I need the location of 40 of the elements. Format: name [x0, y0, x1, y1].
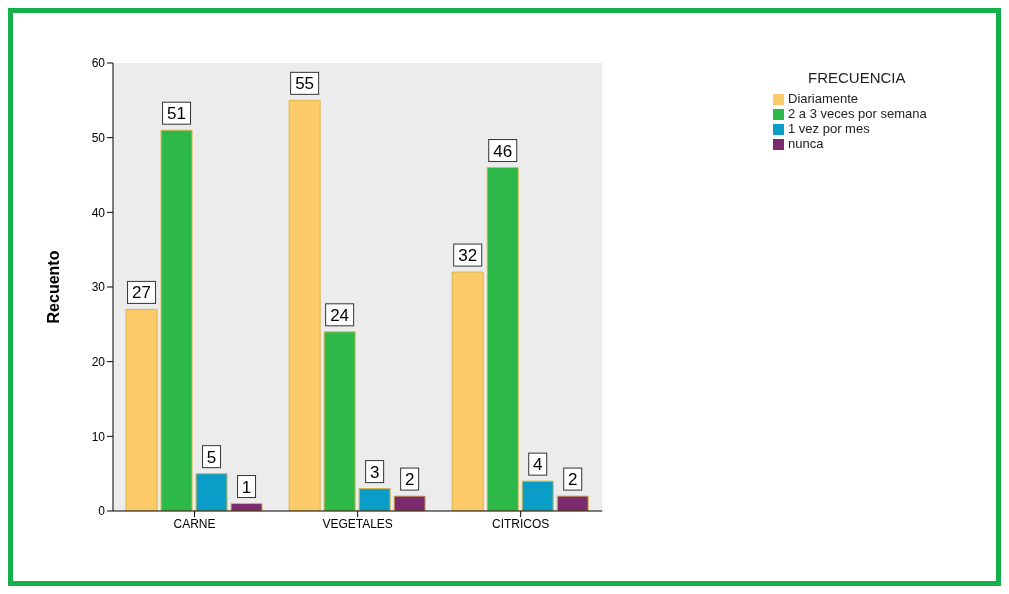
data-label: 3: [369, 462, 380, 482]
legend-label: 1 vez por mes: [788, 121, 870, 136]
y-tick-label: 50: [91, 130, 106, 145]
bar: [125, 308, 158, 511]
data-label: 51: [167, 104, 187, 124]
x-tick-label: CITRICOS: [492, 516, 550, 531]
y-tick-label: 30: [91, 280, 106, 295]
data-label: 27: [132, 283, 152, 303]
bar: [556, 495, 589, 511]
bar: [160, 129, 193, 511]
bar: [486, 167, 519, 511]
legend-title: FRECUENCIA: [808, 69, 906, 86]
data-label: 5: [206, 447, 217, 467]
data-label: 4: [532, 455, 543, 475]
data-label: 2: [567, 470, 578, 490]
bar: [195, 473, 228, 511]
data-label: 55: [295, 74, 315, 94]
data-label: 1: [241, 477, 252, 497]
data-label: 24: [330, 305, 350, 325]
x-tick-label: CARNE: [173, 516, 216, 531]
y-tick-label: 10: [91, 429, 106, 444]
bar: [288, 99, 321, 511]
data-label: 2: [404, 470, 415, 490]
y-tick-label: 0: [98, 504, 106, 519]
y-tick-label: 60: [91, 56, 106, 71]
x-tick-label: VEGETALES: [322, 516, 393, 531]
bar: [451, 271, 484, 511]
y-tick-label: 20: [91, 354, 106, 369]
legend-label: 2 a 3 veces por semana: [788, 106, 927, 121]
bar: [323, 331, 356, 511]
bar: [521, 480, 554, 511]
bar: [230, 503, 263, 511]
legend-label: nunca: [788, 136, 824, 151]
bar: [358, 488, 391, 511]
y-tick-label: 40: [91, 205, 106, 220]
y-axis-title: Recuento: [44, 250, 62, 324]
data-label: 32: [458, 246, 478, 266]
legend-label: Diariamente: [788, 91, 859, 106]
bar: [393, 495, 426, 511]
data-label: 46: [493, 141, 513, 161]
